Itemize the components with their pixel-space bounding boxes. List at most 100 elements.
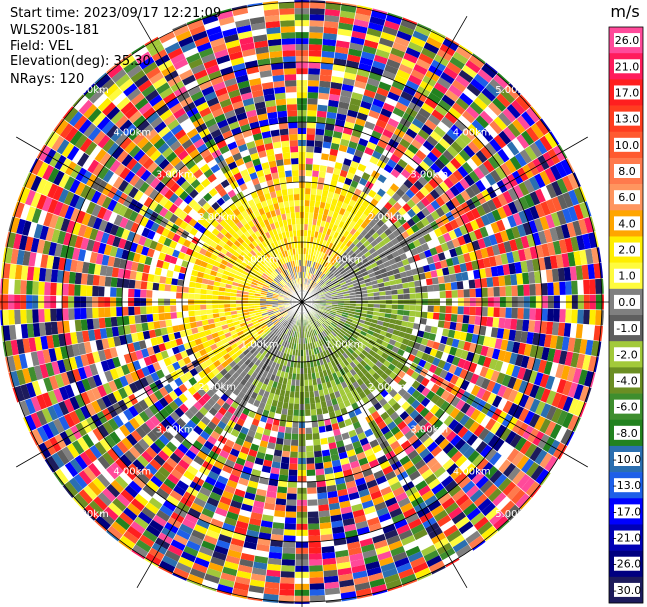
velocity-gate: [152, 282, 160, 291]
velocity-gate: [0, 392, 3, 411]
velocity-gate: [502, 190, 514, 204]
velocity-gate: [370, 356, 379, 365]
velocity-gate: [358, 352, 366, 360]
velocity-gate: [188, 304, 195, 311]
velocity-gate: [446, 128, 459, 141]
velocity-gate: [423, 411, 435, 422]
velocity-gate: [417, 417, 429, 429]
velocity-gate: [433, 366, 443, 377]
velocity-gate: [323, 268, 330, 275]
velocity-gate: [469, 288, 476, 298]
velocity-gate: [51, 512, 67, 530]
velocity-gate: [311, 309, 317, 314]
velocity-gate: [433, 305, 440, 313]
velocity-gate: [370, 104, 383, 114]
velocity-gate: [330, 322, 337, 328]
velocity-gate: [176, 311, 184, 319]
velocity-gate: [349, 42, 364, 52]
ray-gap: [301, 40, 504, 303]
velocity-gate: [321, 189, 329, 197]
velocity-gate: [425, 390, 436, 401]
velocity-gate: [371, 364, 380, 373]
velocity-gate: [476, 387, 487, 400]
velocity-gate: [408, 0, 426, 9]
velocity-gate: [460, 379, 470, 391]
velocity-gate: [460, 213, 470, 225]
velocity-gate: [451, 511, 467, 525]
velocity-gate: [380, 31, 397, 42]
velocity-gate: [430, 445, 443, 458]
velocity-gate: [323, 312, 330, 317]
velocity-gate: [359, 382, 368, 392]
velocity-gate: [496, 327, 505, 340]
velocity-gate: [516, 473, 531, 490]
velocity-gate: [356, 68, 371, 78]
velocity-gate: [360, 374, 369, 383]
velocity-gate: [349, 325, 357, 331]
velocity-gate: [319, 201, 326, 209]
velocity-gate: [316, 188, 323, 196]
velocity-gate: [549, 227, 559, 242]
velocity-gate: [320, 324, 326, 331]
velocity-gate: [327, 235, 333, 243]
velocity-gate: [506, 485, 521, 501]
velocity-gate: [325, 262, 332, 269]
velocity-gate: [140, 280, 148, 290]
velocity-gate: [437, 320, 445, 329]
velocity-gate: [375, 119, 388, 129]
velocity-gate: [330, 309, 338, 313]
velocity-gate: [504, 60, 521, 76]
velocity-gate: [523, 247, 533, 261]
velocity-gate: [383, 430, 394, 441]
velocity-gate: [487, 155, 500, 170]
velocity-gate: [431, 276, 439, 285]
velocity-gate: [439, 224, 449, 235]
velocity-gate: [403, 52, 419, 64]
velocity-gate: [482, 554, 500, 570]
velocity-gate: [432, 173, 444, 186]
velocity-gate: [292, 421, 299, 428]
ray-gap: [301, 129, 584, 303]
velocity-gate: [370, 10, 388, 21]
velocity-gate: [583, 279, 590, 295]
velocity-gate: [478, 268, 487, 279]
velocity-gate: [370, 335, 378, 343]
velocity-gate: [312, 261, 317, 269]
velocity-gate: [303, 248, 307, 255]
velocity-gate: [471, 471, 485, 485]
velocity-gate: [526, 233, 536, 248]
ray-gap: [301, 301, 517, 554]
velocity-gate: [74, 319, 82, 332]
velocity-gate: [595, 309, 602, 326]
velocity-gate: [349, 273, 357, 279]
velocity-gate: [354, 348, 362, 356]
velocity-gate: [473, 493, 488, 508]
velocity-gate: [368, 375, 377, 385]
velocity-gate: [497, 148, 510, 163]
velocity-gate: [313, 146, 323, 154]
velocity-gate: [334, 119, 346, 127]
velocity-gate: [338, 279, 346, 284]
velocity-gate: [461, 323, 469, 333]
velocity-gate: [547, 308, 554, 322]
velocity-gate: [449, 374, 460, 386]
velocity-gate: [486, 346, 495, 359]
ray-gap: [301, 20, 475, 303]
velocity-gate: [454, 348, 464, 359]
velocity-gate: [385, 294, 392, 300]
velocity-gate: [152, 305, 159, 314]
velocity-gate: [373, 124, 385, 135]
velocity-gate: [379, 231, 388, 240]
velocity-gate: [432, 253, 441, 263]
velocity-gate: [323, 129, 334, 137]
velocity-gate: [449, 273, 457, 283]
velocity-gate: [349, 227, 357, 236]
velocity-gate: [405, 128, 418, 139]
velocity-gate: [480, 128, 494, 143]
velocity-gate: [390, 284, 398, 291]
velocity-gate: [435, 244, 444, 254]
velocity-gate: [320, 153, 330, 161]
velocity-gate: [309, 311, 314, 317]
velocity-gate: [403, 263, 412, 272]
velocity-gate: [504, 274, 512, 286]
